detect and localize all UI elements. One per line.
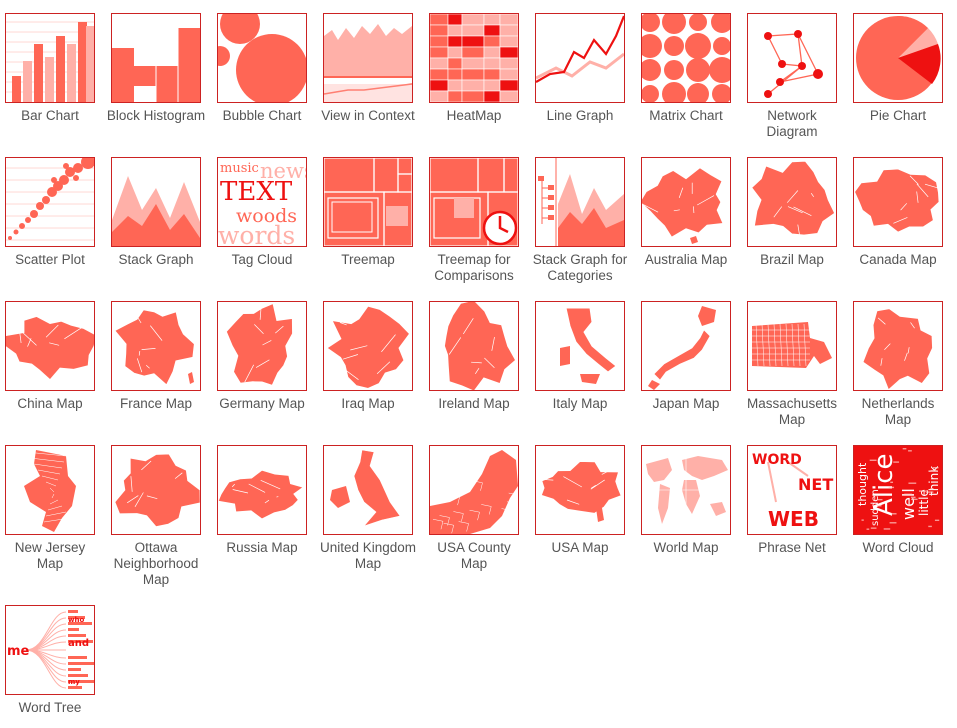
tile-label[interactable]: World Map — [653, 540, 719, 555]
stack-graph-categories-icon[interactable] — [535, 157, 625, 247]
uk-map-icon[interactable] — [323, 445, 413, 535]
line-graph-icon[interactable] — [535, 13, 625, 103]
tile-label[interactable]: Stack Graph for Categories — [532, 252, 628, 283]
tile-label[interactable]: Bar Chart — [21, 108, 79, 123]
svg-text:who: who — [68, 616, 84, 624]
tile-label[interactable]: Scatter Plot — [15, 252, 85, 267]
tile-label[interactable]: Iraq Map — [341, 396, 395, 411]
block-histogram-icon[interactable] — [111, 13, 201, 103]
treemap-icon[interactable] — [323, 157, 413, 247]
word-tree-icon[interactable]: me who and my — [5, 605, 95, 695]
tile-label[interactable]: Australia Map — [644, 252, 728, 267]
word-cloud-icon[interactable]: Alice thought well little think sudden — [853, 445, 943, 535]
svg-text:my: my — [68, 678, 80, 686]
pie-chart-icon[interactable] — [853, 13, 943, 103]
tile-label[interactable]: Treemap for Comparisons — [434, 252, 514, 283]
tile-label[interactable]: Italy Map — [552, 396, 608, 411]
ottawa-map-icon[interactable] — [111, 445, 201, 535]
france-map-icon[interactable] — [111, 301, 201, 391]
svg-text:NET: NET — [798, 475, 833, 494]
tile-label[interactable]: France Map — [119, 396, 193, 411]
tile-label[interactable]: Netherlands Map — [861, 396, 935, 427]
tile-label[interactable]: Network Diagram — [766, 108, 818, 139]
new-jersey-map-icon[interactable] — [5, 445, 95, 535]
tile-label[interactable]: USA County Map — [437, 540, 511, 571]
svg-text:little: little — [917, 489, 931, 516]
tile-label[interactable]: Massachusetts Map — [746, 396, 838, 427]
svg-text:well: well — [899, 488, 918, 520]
svg-text:music: music — [220, 161, 259, 176]
view-in-context-icon[interactable] — [323, 13, 413, 103]
tile-label[interactable]: Tag Cloud — [231, 252, 293, 267]
italy-map-icon[interactable] — [535, 301, 625, 391]
australia-map-icon[interactable] — [641, 157, 731, 247]
brazil-map-icon[interactable] — [747, 157, 837, 247]
svg-text:words: words — [218, 221, 295, 246]
tile-label[interactable]: New Jersey Map — [14, 540, 86, 571]
usa-county-map-icon[interactable] — [429, 445, 519, 535]
germany-map-icon[interactable] — [217, 301, 307, 391]
china-map-icon[interactable] — [5, 301, 95, 391]
japan-map-icon[interactable] — [641, 301, 731, 391]
heatmap-icon[interactable] — [429, 13, 519, 103]
matrix-chart-icon[interactable] — [641, 13, 731, 103]
svg-text:WORD: WORD — [752, 452, 802, 468]
tile-label[interactable]: Matrix Chart — [649, 108, 723, 123]
usa-map-icon[interactable] — [535, 445, 625, 535]
svg-text:and: and — [68, 638, 89, 649]
svg-text:thought: thought — [856, 462, 869, 506]
canada-map-icon[interactable] — [853, 157, 943, 247]
tile-label[interactable]: Phrase Net — [758, 540, 826, 555]
treemap-comparisons-icon[interactable] — [429, 157, 519, 247]
tile-label[interactable]: Block Histogram — [106, 108, 206, 123]
netherlands-map-icon[interactable] — [853, 301, 943, 391]
tile-label[interactable]: Stack Graph — [118, 252, 194, 267]
svg-text:WEB: WEB — [768, 507, 819, 531]
stack-graph-icon[interactable] — [111, 157, 201, 247]
svg-text:sudden: sudden — [870, 489, 881, 526]
svg-text:me: me — [7, 644, 30, 659]
svg-text:TEXT: TEXT — [220, 177, 293, 207]
world-map-icon[interactable] — [641, 445, 731, 535]
ireland-map-icon[interactable] — [429, 301, 519, 391]
tile-label[interactable]: Bubble Chart — [222, 108, 302, 123]
tile-label[interactable]: HeatMap — [446, 108, 502, 123]
tile-label[interactable]: Germany Map — [219, 396, 305, 411]
tile-label[interactable]: Japan Map — [652, 396, 720, 411]
tile-label[interactable]: Russia Map — [226, 540, 298, 555]
tile-label[interactable]: USA Map — [551, 540, 609, 555]
tile-label[interactable]: Ottawa Neighborhood Map — [113, 540, 199, 587]
svg-text:woods: woods — [236, 205, 297, 227]
tile-label[interactable]: Treemap — [341, 252, 395, 267]
svg-text:Alice: Alice — [869, 453, 899, 516]
tile-label[interactable]: Canada Map — [859, 252, 937, 267]
tile-label[interactable]: China Map — [17, 396, 83, 411]
svg-text:news: news — [260, 159, 306, 183]
tile-label[interactable]: Word Cloud — [862, 540, 934, 555]
tile-label[interactable]: Word Tree — [18, 700, 82, 715]
bar-chart-icon[interactable] — [5, 13, 95, 103]
bubble-chart-icon[interactable] — [217, 13, 307, 103]
massachusetts-map-icon[interactable] — [747, 301, 837, 391]
tile-label[interactable]: Ireland Map — [438, 396, 510, 411]
tile-label[interactable]: Pie Chart — [869, 108, 927, 123]
tile-label[interactable]: Line Graph — [546, 108, 614, 123]
network-diagram-icon[interactable] — [747, 13, 837, 103]
phrase-net-icon[interactable]: WORD NET WEB — [747, 445, 837, 535]
scatter-plot-icon[interactable] — [5, 157, 95, 247]
tile-label[interactable]: United Kingdom Map — [319, 540, 417, 571]
iraq-map-icon[interactable] — [323, 301, 413, 391]
tag-cloud-icon[interactable]: musicnewsTEXTwoodswords — [217, 157, 307, 247]
russia-map-icon[interactable] — [217, 445, 307, 535]
tile-label[interactable]: Brazil Map — [760, 252, 824, 267]
tile-label[interactable]: View in Context — [321, 108, 415, 123]
